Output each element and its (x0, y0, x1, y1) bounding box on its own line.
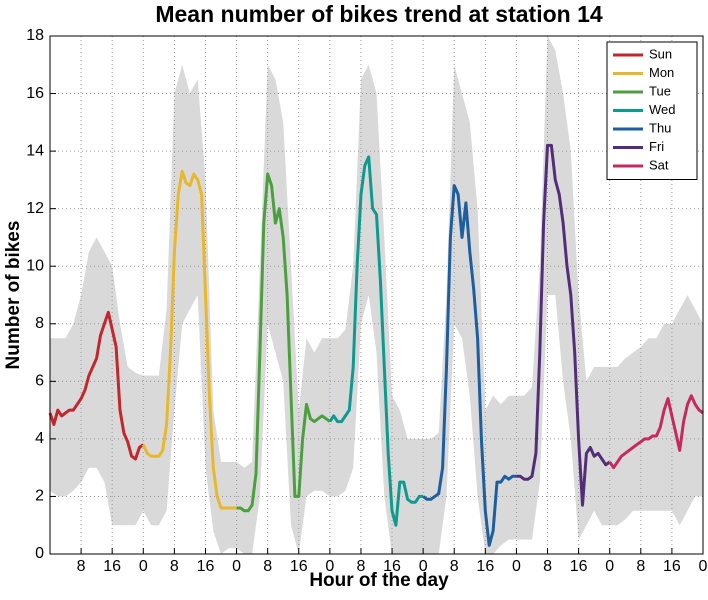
y-tick-label: 14 (26, 142, 44, 159)
series-line (328, 155, 424, 527)
x-tick-label: 8 (263, 558, 272, 575)
x-tick-label: 8 (170, 558, 179, 575)
y-tick-label: 12 (26, 200, 44, 217)
x-tick-label: 8 (450, 558, 459, 575)
x-tick-label: 0 (512, 558, 521, 575)
x-tick-label: 0 (325, 558, 334, 575)
x-tick-label: 8 (356, 558, 365, 575)
y-axis-label: Number of bikes (3, 221, 24, 370)
x-tick-label: 0 (232, 558, 241, 575)
x-tick-label: 16 (663, 558, 681, 575)
legend-label: Tue (649, 83, 671, 98)
legend-label: Fri (649, 139, 664, 154)
y-tick-label: 10 (26, 257, 44, 274)
y-tick-label: 0 (35, 545, 44, 562)
series-line (516, 143, 611, 507)
x-tick-label: 16 (290, 558, 308, 575)
range-band (50, 36, 703, 554)
x-tick-label: 0 (139, 558, 148, 575)
x-axis-label: Hour of the day (309, 570, 449, 591)
x-tick-label: 8 (77, 558, 86, 575)
y-tick-label: 16 (26, 85, 44, 102)
legend-label: Mon (649, 65, 674, 80)
series-line (236, 172, 331, 513)
x-tick-label: 8 (543, 558, 552, 575)
x-tick-label: 16 (383, 558, 401, 575)
y-tick-label: 4 (35, 430, 44, 447)
legend-label: Thu (649, 120, 671, 135)
y-tick-label: 2 (35, 488, 44, 505)
x-tick-label: 8 (636, 558, 645, 575)
series-line (422, 184, 517, 547)
y-tick-label: 8 (35, 315, 44, 332)
x-tick-label: 0 (605, 558, 614, 575)
x-tick-label: 0 (419, 558, 428, 575)
series-line (141, 169, 237, 510)
x-tick-label: 16 (476, 558, 494, 575)
legend-label: Wed (649, 102, 676, 117)
y-tick-label: 6 (35, 373, 44, 390)
legend-label: Sat (649, 157, 669, 172)
series-line (608, 394, 704, 470)
series-line (48, 310, 145, 461)
x-tick-label: 16 (103, 558, 121, 575)
x-tick-label: 0 (699, 558, 708, 575)
y-tick-label: 18 (26, 27, 44, 44)
chart-title: Mean number of bikes trend at station 14 (155, 1, 603, 27)
legend-label: Sun (649, 46, 672, 61)
x-tick-label: 16 (570, 558, 588, 575)
x-tick-label: 16 (197, 558, 215, 575)
plot-frame (49, 35, 704, 555)
